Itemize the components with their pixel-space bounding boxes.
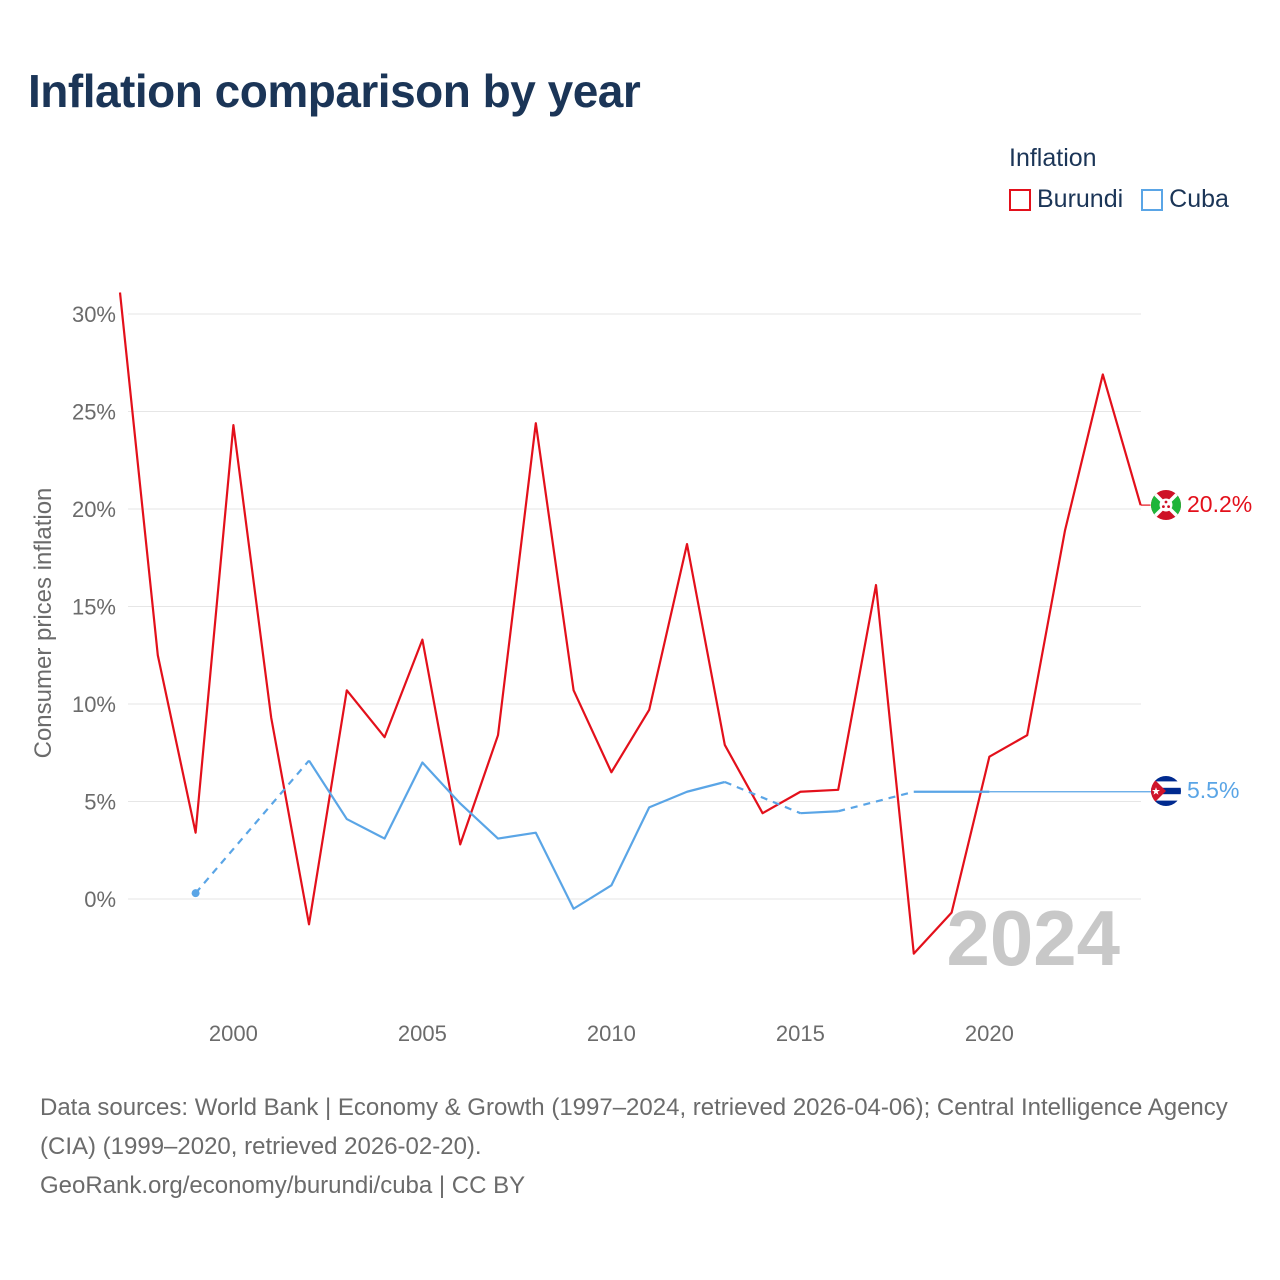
chart-title: Inflation comparison by year (28, 65, 641, 117)
legend-label-burundi: Burundi (1037, 185, 1124, 213)
legend-title: Inflation (1009, 144, 1097, 172)
y-tick-label: 15% (72, 595, 116, 620)
cuba-flag-icon (1151, 776, 1181, 806)
y-tick-label: 30% (72, 302, 116, 327)
x-tick-label: 2005 (398, 1021, 447, 1046)
legend-item-cuba[interactable]: Cuba (1141, 185, 1229, 214)
series-cuba-dashed-gap (837, 790, 915, 813)
grid-lines (128, 313, 1141, 900)
x-tick-label: 2015 (776, 1021, 825, 1046)
series-burundi-line (118, 292, 1142, 955)
y-tick-label: 25% (72, 400, 116, 425)
series-cuba-start-point (191, 889, 200, 898)
legend-item-burundi[interactable]: Burundi (1009, 185, 1123, 214)
y-tick-label: 0% (84, 887, 116, 912)
inflation-line-chart: 0% 5% 10% 15% 20% 25% 30% 2000 2005 2010 2015 2020… (30, 292, 1252, 1046)
burundi-end-label: 20.2% (1187, 491, 1252, 517)
year-watermark: 2024 (946, 894, 1120, 982)
series-cuba-line (308, 759, 726, 910)
y-axis-label: Consumer prices inflation (30, 488, 57, 759)
credit-link[interactable]: GeoRank.org/economy/burundi/cuba | CC BY (40, 1172, 526, 1199)
x-tick-label: 2000 (209, 1021, 258, 1046)
y-tick-label: 10% (72, 692, 116, 717)
y-axis: 0% 5% 10% 15% 20% 25% 30% (72, 302, 116, 912)
data-sources-text: Data sources: World Bank | Economy & Gro… (40, 1094, 1228, 1160)
y-tick-label: 5% (84, 790, 116, 815)
y-tick-label: 20% (72, 497, 116, 522)
x-tick-label: 2010 (587, 1021, 636, 1046)
legend: Burundi Cuba (1009, 185, 1229, 214)
series-cuba-dashed-gap (194, 759, 310, 894)
x-axis: 2000 2005 2010 2015 2020 (209, 1021, 1014, 1046)
series-layer (118, 292, 1181, 955)
legend-swatch-cuba (1141, 188, 1164, 211)
series-burundi (118, 292, 1151, 955)
series-cuba-dashed-gap (724, 780, 801, 815)
footer: Data sources: World Bank | Economy & Gro… (40, 1088, 1250, 1205)
x-tick-label: 2020 (965, 1021, 1014, 1046)
series-cuba-line (800, 810, 839, 815)
series-cuba (191, 759, 1181, 910)
cuba-end-label: 5.5% (1187, 777, 1239, 803)
legend-label-cuba: Cuba (1169, 185, 1229, 213)
legend-swatch-burundi (1009, 188, 1031, 211)
burundi-flag-icon (1151, 490, 1181, 520)
